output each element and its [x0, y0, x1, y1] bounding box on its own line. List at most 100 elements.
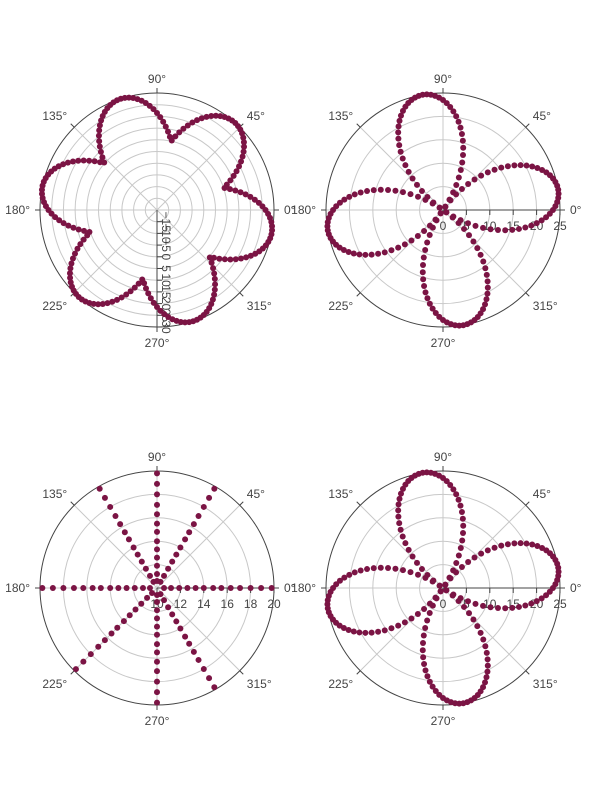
data-point	[409, 553, 416, 560]
angular-grid-line	[156, 209, 241, 294]
data-point	[154, 562, 160, 569]
data-point	[399, 155, 406, 162]
data-point	[460, 530, 467, 537]
data-point	[419, 639, 426, 646]
data-point	[433, 595, 440, 602]
data-point	[450, 189, 457, 196]
data-point	[397, 526, 404, 533]
angular-grid-line	[156, 126, 241, 211]
data-point	[247, 585, 254, 591]
data-point	[356, 251, 363, 258]
angular-tick-label: 0°	[570, 581, 582, 595]
data-point	[429, 683, 436, 690]
data-point	[150, 299, 157, 306]
data-point	[186, 640, 193, 647]
data-point	[419, 261, 426, 268]
data-point	[200, 666, 207, 673]
data-point	[504, 541, 511, 548]
data-point	[165, 128, 172, 135]
data-point	[154, 511, 160, 518]
angular-tick	[70, 501, 75, 506]
data-point	[528, 600, 535, 607]
data-point	[447, 481, 454, 488]
angular-tick	[239, 501, 244, 506]
data-point	[457, 502, 464, 509]
data-point	[458, 509, 465, 516]
data-point	[458, 563, 465, 570]
data-point	[68, 260, 75, 267]
data-point	[422, 289, 429, 296]
data-point	[465, 558, 472, 565]
data-point	[413, 181, 420, 188]
data-point	[433, 217, 440, 224]
data-point	[190, 521, 197, 528]
angular-tick-label: 0°	[284, 203, 296, 217]
data-point	[461, 603, 468, 610]
data-point	[401, 619, 408, 626]
data-point	[216, 255, 223, 262]
data-point	[108, 630, 115, 637]
data-point	[49, 585, 56, 591]
data-point	[67, 265, 74, 272]
data-point	[52, 214, 59, 221]
data-point	[472, 222, 479, 229]
data-point	[77, 241, 84, 248]
angular-grid-line	[73, 209, 158, 294]
angular-axis: 0° 45° 90° 135° 180° 225° 270° 315°	[5, 450, 296, 728]
data-point	[112, 513, 119, 520]
data-point	[421, 606, 428, 613]
data-point	[209, 296, 216, 303]
data-point	[186, 529, 193, 536]
data-point	[408, 615, 415, 622]
data-point	[356, 629, 363, 636]
data-markers	[324, 91, 562, 329]
angular-tick-label: 0°	[284, 581, 296, 595]
data-point	[81, 227, 88, 234]
data-point	[131, 585, 138, 591]
data-point	[487, 604, 494, 611]
data-point	[341, 196, 348, 203]
data-point	[64, 159, 71, 166]
data-point	[212, 112, 219, 119]
radial-tick-label: 0	[440, 219, 447, 233]
data-point	[420, 276, 427, 283]
radial-tick-label: 5	[463, 597, 470, 611]
data-point	[154, 480, 160, 487]
data-point	[370, 565, 377, 572]
data-point	[480, 224, 487, 231]
radial-tick-label: 18	[244, 597, 258, 611]
data-point	[483, 296, 490, 303]
data-point	[117, 521, 124, 528]
data-point	[161, 597, 168, 604]
data-point	[109, 298, 116, 305]
data-point	[399, 189, 406, 196]
angular-axis: 0° 45° 90° 135° 180° 225° 270° 315°	[291, 450, 582, 728]
data-point	[346, 571, 353, 578]
data-point	[480, 306, 487, 313]
data-point	[189, 119, 196, 126]
data-point	[154, 678, 160, 685]
data-point	[546, 210, 553, 217]
data-point	[437, 588, 444, 595]
data-point	[443, 209, 450, 216]
data-point	[470, 238, 477, 245]
data-point	[131, 284, 138, 291]
data-point	[99, 154, 106, 161]
data-point	[418, 566, 425, 573]
data-point	[96, 127, 103, 134]
data-point	[269, 227, 276, 234]
data-point	[80, 585, 87, 591]
data-point	[200, 585, 207, 591]
data-point	[233, 168, 240, 175]
data-point	[377, 564, 384, 571]
data-point	[70, 224, 77, 231]
data-point	[422, 625, 429, 632]
data-point	[243, 254, 250, 261]
data-point	[165, 604, 172, 611]
data-point	[511, 162, 518, 169]
data-point	[210, 585, 217, 591]
data-point	[206, 494, 213, 501]
data-point	[457, 544, 464, 551]
data-point	[429, 200, 436, 207]
data-point	[154, 528, 160, 535]
